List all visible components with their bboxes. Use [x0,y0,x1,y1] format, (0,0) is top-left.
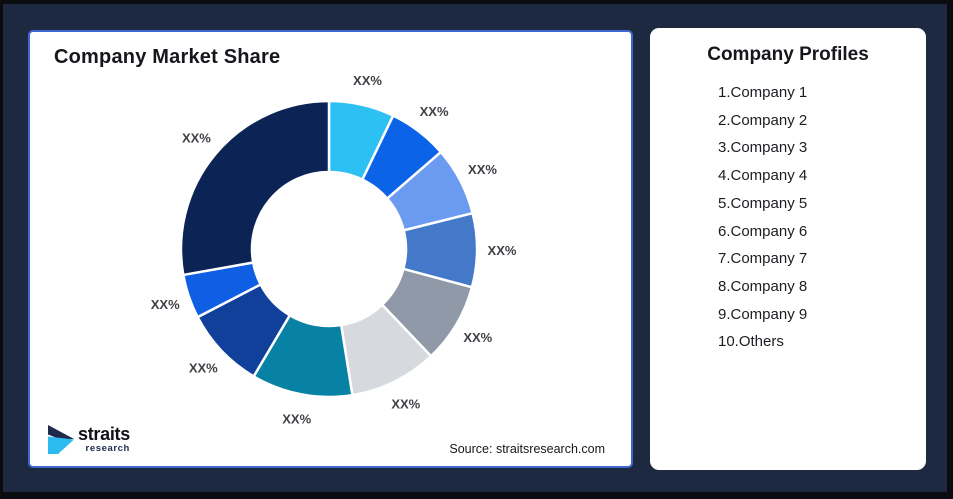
segment-value-label: XX% [182,130,211,145]
donut-chart: XX% XX% XX% XX% XX% XX% XX% XX% XX% XX% [151,73,517,427]
company-list-item: 10.Others [718,333,784,351]
background: Company Market Share XX% XX% XX% XX% XX% XX% X… [3,4,947,492]
company-list-item: 2.Company 2 [718,111,808,129]
company-list-item: 3.Company 3 [718,139,808,157]
company-list-item: 1.Company 1 [718,84,808,101]
source-text: Source: straitsresearch.com [449,442,605,456]
company-list: 1.Company 1 2.Company 2 3.Company 3 4.Compa… [718,79,807,356]
company-list-item: 7.Company 7 [718,250,808,268]
logo-brand-text: straits [78,424,130,445]
segment-value-label: XX% [488,243,517,258]
segment-value-label: XX% [353,73,382,88]
chart-title: Company Market Share [54,46,281,68]
segment-value-label: XX% [391,397,420,412]
segment-value-label: XX% [282,412,311,427]
logo-wordmark: straits research [78,425,130,454]
segment-value-label: XX% [151,297,180,312]
profiles-title: Company Profiles [707,44,869,65]
segment-value-label: XX% [463,330,492,345]
segment-value-label: XX% [189,360,218,375]
donut-segment-others[interactable] [179,99,331,277]
company-profiles-card: Company Profiles 1.Company 1 2.Company 2 3… [650,28,926,470]
segment-value-label: XX% [468,162,497,177]
brand-logo: straits research [48,425,130,454]
company-list-item: 9.Company 9 [718,305,808,323]
logo-sub-text: research [85,443,130,455]
company-list-item: 4.Company 4 [718,167,808,185]
straits-research-logo-icon [48,425,74,454]
company-list-item: 5.Company 5 [718,194,808,212]
company-list-item: 8.Company 8 [718,277,808,295]
segment-value-label: XX% [420,104,449,119]
company-list-item: 6.Company 6 [718,222,808,240]
market-share-card: Company Market Share XX% XX% XX% XX% XX% XX% X… [28,30,633,468]
